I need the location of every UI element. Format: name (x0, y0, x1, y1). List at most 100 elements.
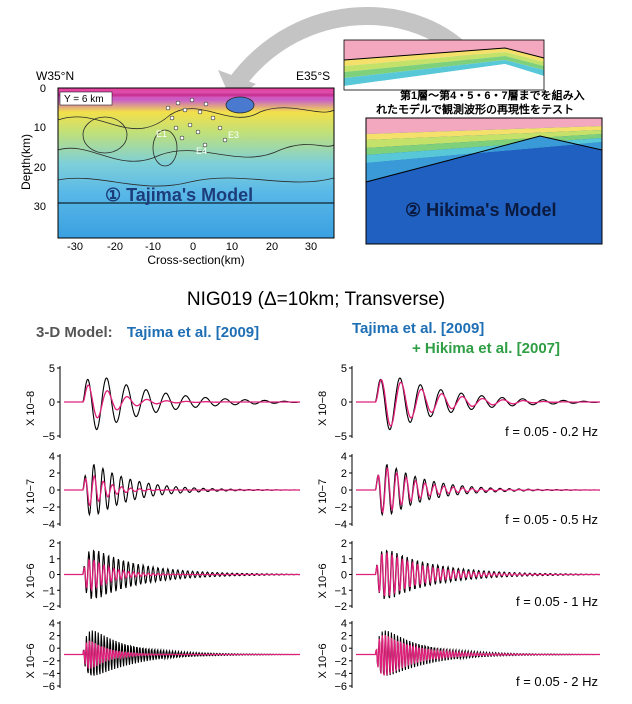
hikima-note-line2: れたモデルで観測波形の再現性をテスト (376, 102, 574, 116)
ytick-10: 10 (34, 122, 46, 134)
ytick-30: 30 (34, 201, 46, 213)
inset-label: Y = 6 km (64, 94, 104, 105)
synthetic-trace (356, 378, 600, 427)
hikima-note-line1: 第1層～第4・5・6・7層までを組み入 (400, 88, 585, 102)
scale-label: X 10−7 (25, 479, 37, 514)
tick-label: 1 (49, 554, 55, 566)
waveform-panel-right-3: 420−2−4−6 X 10−6 f = 0.05 - 2 Hz (317, 618, 601, 693)
tick-label: 2 (341, 538, 347, 550)
event-label-e1: E1 (156, 129, 167, 139)
tick-label: 4 (341, 451, 347, 463)
tick-label: 0 (49, 397, 55, 409)
xtick-10: 10 (226, 241, 238, 253)
tick-label: −1 (334, 585, 347, 597)
tick-label: −4 (42, 668, 55, 680)
scale-label: X 10−7 (317, 479, 329, 514)
depth-axis-label: Depth(km) (19, 134, 33, 190)
right-heading-line1: Tajima et al. [2009] (352, 320, 485, 337)
hikima-model-panel (365, 117, 603, 245)
xtick-m30: -30 (67, 241, 83, 253)
waveform-panel-left-1: 4 2 0 −2 −4 X 10−7 (25, 451, 301, 531)
tick-label: −6 (334, 681, 347, 693)
synthetic-trace (356, 635, 600, 676)
left-heading-prefix: 3-D Model: (36, 324, 113, 341)
event-label-e3: E3 (228, 130, 239, 140)
tick-label: −4 (334, 668, 347, 680)
tick-label: 0 (49, 485, 55, 497)
left-heading: 3-D Model: Tajima et al. [2009] (36, 324, 259, 341)
tick-label: 4 (341, 618, 347, 630)
tick-label: 2 (341, 468, 347, 480)
tick-label: 2 (49, 468, 55, 480)
synthetic-trace (356, 552, 600, 597)
tick-label: 0 (49, 643, 55, 655)
tick-label: 0 (49, 570, 55, 582)
tick-label: −1 (42, 585, 55, 597)
tick-label: −5 (42, 431, 55, 443)
layer-strip-diagram (343, 39, 545, 91)
tajima-model-label: ① Tajima's Model (105, 185, 253, 205)
tick-label: 5 (341, 363, 347, 375)
frequency-label: f = 0.05 - 0.2 Hz (505, 424, 598, 439)
cross-section-axis-label: Cross-section(km) (147, 253, 244, 267)
tick-label: 0 (341, 397, 347, 409)
station-title: NIG019 (Δ=10km; Transverse) (186, 289, 446, 310)
xtick-m10: -10 (145, 241, 161, 253)
tick-label: −6 (42, 681, 55, 693)
tick-label: −5 (334, 431, 347, 443)
synthetic-trace (64, 384, 300, 419)
synthetic-trace (356, 466, 600, 514)
tajima-model-panel (57, 87, 335, 239)
tick-label: 0 (341, 485, 347, 497)
tick-label: −2 (42, 656, 55, 668)
frequency-label: f = 0.05 - 1 Hz (516, 594, 598, 609)
tick-label: 2 (49, 538, 55, 550)
tick-label: −2 (334, 656, 347, 668)
waveform-panel-right-1: 4 2 0 −2 −4 X 10−7 f = 0.05 - 0.5 Hz (317, 451, 601, 531)
xtick-20: 20 (266, 241, 278, 253)
waveform-panels: 50−5X 10−850−5X 10−8f = 0.05 - 0.2 Hz420… (25, 363, 601, 693)
scale-label: X 10−6 (25, 643, 37, 678)
tick-label: −2 (42, 601, 55, 613)
xtick-0: 0 (190, 241, 196, 253)
observed-trace (64, 377, 301, 431)
corner-right-label: E35°S (296, 69, 330, 83)
tick-label: −2 (334, 502, 347, 514)
xtick-30: 30 (305, 241, 317, 253)
synthetic-trace (64, 640, 300, 669)
left-heading-model: Tajima et al. [2009] (126, 324, 260, 341)
waveform-panel-left-3: 420−2−4−6 X 10−6 (25, 618, 301, 693)
scale-label: X 10−6 (25, 563, 37, 598)
waveform-panel-right-2: 2 1 0 −1 −2 X 10−6 f = 0.05 - 1 Hz (317, 538, 601, 613)
ytick-20: 20 (34, 162, 46, 174)
tick-label: 5 (49, 363, 55, 375)
models-diagram: W35°N E35°S Y = 6 km E1 E3 E4 ① Tajima's… (19, 7, 603, 267)
tick-label: 4 (49, 451, 55, 463)
tick-label: 2 (341, 631, 347, 643)
scale-label: X 10−6 (317, 643, 329, 678)
synthetic-trace (64, 474, 300, 507)
waveform-panel-right-0: 5 0 −5 X 10−8 f = 0.05 - 0.2 Hz (317, 363, 601, 443)
hikima-model-label: ② Hikima's Model (405, 200, 556, 220)
tick-label: 0 (341, 643, 347, 655)
tick-label: 4 (49, 618, 55, 630)
xtick-m20: -20 (107, 241, 123, 253)
frequency-label: f = 0.05 - 2 Hz (516, 674, 598, 689)
corner-left-label: W35°N (36, 69, 74, 83)
right-heading-line2: + Hikima et al. [2007] (412, 340, 560, 357)
waveform-panel-left-0: 5 0 −5 X 10−8 (25, 363, 301, 443)
tick-label: 2 (49, 631, 55, 643)
frequency-label: f = 0.05 - 0.5 Hz (505, 512, 598, 527)
tick-label: 1 (341, 554, 347, 566)
tick-label: −2 (42, 502, 55, 514)
synthetic-trace (64, 559, 300, 592)
scale-label: X 10−8 (317, 391, 329, 426)
arrow-head-icon (218, 70, 256, 102)
scale-label: X 10−8 (25, 391, 37, 426)
waveform-panel-left-2: 2 1 0 −1 −2 X 10−6 (25, 538, 301, 613)
tick-label: −4 (334, 519, 347, 531)
tick-label: −2 (334, 601, 347, 613)
scale-label: X 10−6 (317, 563, 329, 598)
tick-label: 0 (341, 570, 347, 582)
